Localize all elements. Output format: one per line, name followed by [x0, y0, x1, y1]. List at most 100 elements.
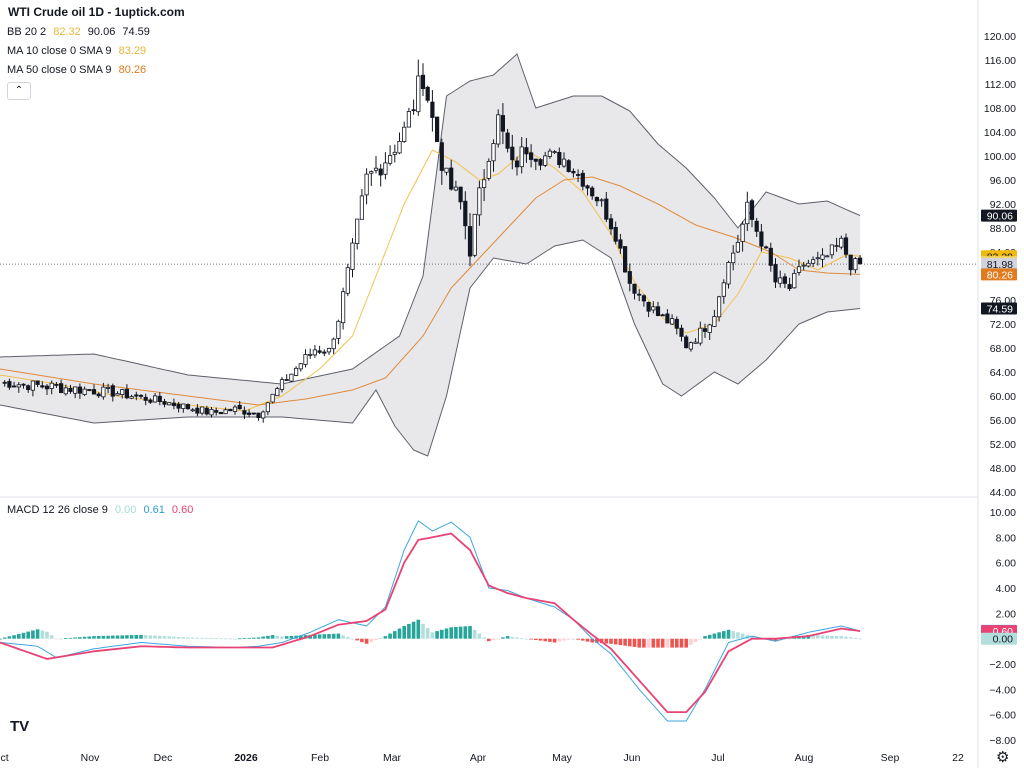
time-tick-label: Aug — [795, 752, 814, 764]
legend-collapse-button[interactable]: ⌃ — [7, 82, 31, 100]
candle-body — [256, 412, 261, 419]
macd-histogram-bar — [331, 633, 336, 639]
candle-body — [284, 379, 289, 381]
candle-body — [21, 383, 26, 386]
candle-body — [16, 384, 21, 388]
candle-body — [402, 126, 407, 142]
candle-body — [792, 272, 797, 289]
macd-histogram-bar — [190, 637, 195, 639]
legend-bb-lower: 74.59 — [122, 26, 150, 38]
macd-histogram-bar — [350, 638, 355, 640]
macd-histogram-bar — [830, 635, 834, 639]
price-tick-label: 100.00 — [984, 151, 1016, 163]
candle-body — [378, 168, 383, 176]
legend-ma50[interactable]: MA 50 close 0 SMA 9 80.26 — [7, 64, 146, 76]
macd-histogram-bar — [209, 638, 214, 639]
macd-histogram-bar — [153, 635, 157, 639]
macd-histogram-bar — [515, 637, 519, 639]
macd-histogram-bar — [299, 635, 303, 639]
macd-histogram-bar — [773, 638, 778, 642]
candle-body — [369, 171, 374, 174]
gear-icon[interactable]: ⚙ — [996, 749, 1010, 766]
candle-body — [298, 363, 303, 370]
candle-body — [359, 195, 365, 220]
macd-histogram-bar — [87, 636, 92, 639]
macd-histogram-bar — [548, 638, 552, 642]
macd-histogram-bar — [792, 637, 797, 639]
macd-histogram-bar — [552, 638, 557, 643]
macd-histogram-bar — [407, 623, 411, 639]
price-tick-label: 44.00 — [990, 487, 1016, 499]
candle-body — [326, 347, 332, 353]
macd-histogram-bar — [496, 638, 500, 640]
legend-ma50-label: MA 50 close 0 SMA 9 — [7, 64, 112, 76]
macd-histogram-bar — [703, 636, 707, 639]
candle-body — [858, 257, 863, 264]
macd-histogram-bar — [529, 638, 533, 640]
candle-body — [246, 412, 252, 415]
time-tick-label: Oct — [0, 752, 9, 764]
tradingview-logo[interactable]: TV — [10, 718, 30, 735]
legend-macd[interactable]: MACD 12 26 close 9 0.00 0.61 0.60 — [7, 504, 193, 516]
candle-body — [538, 159, 543, 166]
candle-body — [467, 226, 473, 257]
macd-histogram-bar — [609, 638, 613, 644]
macd-tick-label: 4.00 — [996, 583, 1017, 595]
candle-body — [49, 382, 54, 389]
candle-body — [561, 158, 567, 167]
candle-body — [425, 86, 430, 101]
candle-body — [124, 388, 129, 399]
candle-body — [491, 143, 496, 162]
candle-body — [265, 402, 271, 413]
macd-histogram-bar — [186, 637, 190, 639]
candle-body — [120, 389, 125, 396]
macd-histogram-bar — [261, 636, 265, 639]
macd-histogram-bar — [393, 631, 397, 639]
legend-ma10[interactable]: MA 10 close 0 SMA 9 83.29 — [7, 45, 146, 57]
candle-body — [843, 237, 849, 255]
macd-histogram-bar — [26, 631, 30, 639]
time-tick-label: Feb — [311, 752, 329, 764]
candle-body — [604, 198, 609, 220]
macd-histogram-bar — [693, 638, 698, 642]
macd-histogram-bar — [482, 637, 486, 639]
candle-body — [218, 411, 223, 415]
legend-bb[interactable]: BB 20 2 82.32 90.06 74.59 — [7, 26, 150, 38]
macd-histogram-bar — [557, 638, 562, 642]
macd-line — [0, 520, 861, 722]
macd-histogram-bar — [858, 638, 862, 640]
candle-body — [590, 187, 595, 197]
macd-histogram-bar — [468, 626, 472, 639]
macd-histogram-bar — [256, 637, 261, 639]
macd-value-badge-text: 0.00 — [993, 634, 1014, 646]
candle-body — [134, 394, 139, 397]
candle-body — [7, 381, 12, 388]
macd-histogram-bar — [313, 634, 317, 639]
macd-histogram-bar — [458, 626, 463, 639]
signal-line — [0, 532, 861, 713]
macd-histogram-bar — [327, 634, 331, 639]
macd-tick-label: 10.00 — [990, 507, 1016, 519]
candle-body — [717, 296, 722, 318]
macd-histogram-bar — [134, 635, 139, 639]
candle-body — [383, 162, 388, 175]
candle-body — [110, 385, 115, 397]
macd-histogram-bar — [7, 636, 12, 639]
candle-body — [275, 388, 280, 397]
candle-body — [547, 150, 553, 157]
candle-body — [157, 395, 162, 402]
candle-body — [373, 167, 379, 171]
price-value-badge — [981, 268, 1017, 281]
macd-histogram-bar — [247, 637, 251, 639]
price-tick-label: 112.00 — [985, 79, 1016, 91]
candle-body — [87, 389, 92, 391]
price-tick-label: 72.00 — [990, 319, 1016, 331]
macd-histogram-bar — [280, 636, 284, 639]
price-tick-label: 56.00 — [990, 415, 1016, 427]
candle-body — [585, 185, 590, 189]
macd-histogram-bar — [684, 638, 688, 648]
price-value-badge — [981, 209, 1017, 222]
macd-histogram-bar — [2, 637, 7, 639]
macd-histogram-bar — [416, 619, 421, 639]
legend-ma50-value: 80.26 — [118, 64, 147, 76]
